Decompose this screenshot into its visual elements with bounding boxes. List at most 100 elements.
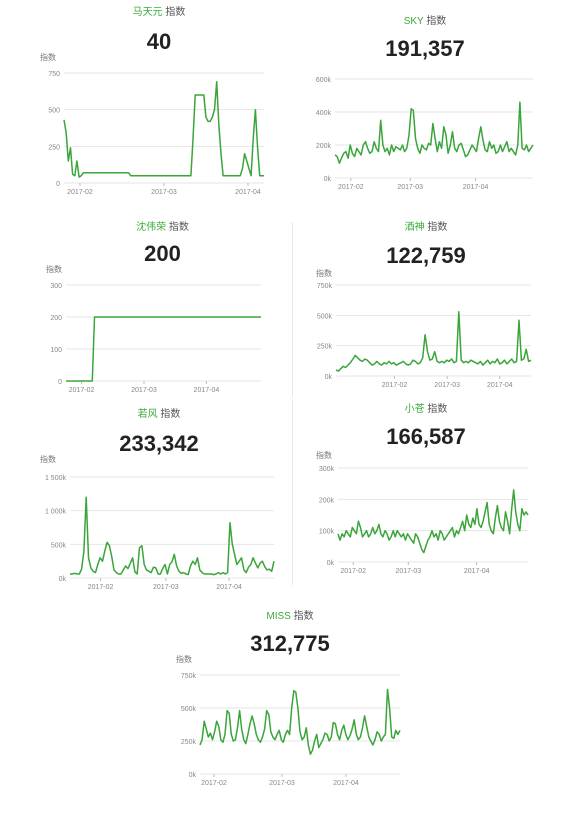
y-tick-label: 1 500k [45,475,67,482]
x-tick-label: 2017-03 [151,189,177,196]
chart-panel-miss: MISS 指数 312,775 指数 0k 250k 500k 750k 2017-02… [170,602,410,802]
x-tick-label: 2017-03 [153,584,179,591]
y-tick-label: 200 [50,315,62,322]
y-axis-label: 指数 [40,455,56,464]
player-name: MISS [266,611,291,622]
index-label: 指数 [427,404,448,415]
chart-panel-ruofeng: 若风 指数 233,342 指数 0k 500k 1 000k 1 500k 2017-… [34,402,284,597]
y-tick-label: 100 [50,347,62,354]
y-axis-label: 指数 [176,655,192,664]
y-tick-label: 250k [317,344,333,351]
chart-panel-ma-tianyuan: 马天元 指数 40 指数 0 250 500 750 2017-02 2017-03 201… [34,0,284,205]
y-axis-label: 指数 [316,451,332,460]
y-tick-label: 300k [319,466,335,473]
player-name: 小苍 [404,404,425,415]
player-name: SKY [403,16,424,27]
y-tick-label: 200k [316,143,332,150]
index-value: 40 [146,29,172,54]
y-tick-label: 600k [316,77,332,84]
panel-title: 马天元 指数 [34,7,284,19]
chart-panel-shen-weirong: 沈伟荣 指数 200 指数 0 100 200 300 2017-02 2017-03 20… [40,217,285,402]
y-tick-label: 100k [319,529,335,536]
y-axis-label: 指数 [46,265,62,274]
index-label: 指数 [427,222,448,233]
y-tick-label: 0k [324,176,332,183]
divider-vertical-mid [292,400,293,585]
line-chart: 0k 200k 400k 600k 2017-02 2017-03 2017-04 [316,77,534,191]
chart-panel-xiaocang: 小苍 指数 166,587 指数 0k 100k 200k 300k 2017-02 20… [310,398,542,588]
x-tick-label: 2017-03 [397,184,423,191]
series-line [70,496,275,576]
x-tick-label: 2017-02 [88,584,114,591]
y-tick-label: 500k [317,313,333,320]
line-chart: 0 100 200 300 2017-02 2017-03 2017-04 [50,283,261,394]
x-tick-label: 2017-02 [201,780,227,787]
x-tick-label: 2017-03 [131,387,157,394]
y-tick-label: 0k [327,560,335,567]
index-label: 指数 [165,7,186,18]
index-label: 指数 [160,409,181,420]
y-tick-label: 0 [58,379,62,386]
x-tick-label: 2017-02 [338,184,364,191]
x-tick-label: 2017-03 [395,568,421,575]
series-line [337,489,529,554]
panel-title: 沈伟荣 指数 [40,222,285,234]
y-tick-label: 0k [189,772,197,779]
index-value: 312,775 [250,631,330,656]
series-line [334,101,534,164]
y-tick-label: 250k [181,739,197,746]
line-chart: 0 250 500 750 2017-02 2017-03 2017-04 [48,71,264,196]
y-tick-label: 750 [48,71,60,78]
y-tick-label: 0 [56,181,60,188]
x-tick-label: 2017-04 [464,568,490,575]
line-chart: 0k 250k 500k 750k 2017-02 2017-03 2017-04 [317,283,532,389]
y-tick-label: 200k [319,497,335,504]
x-tick-label: 2017-04 [487,382,513,389]
y-tick-label: 750k [181,673,197,680]
panel-title: 若风 指数 [34,409,284,421]
player-name: 沈伟荣 [136,222,167,233]
index-label: 指数 [426,16,447,27]
player-name: 若风 [137,409,158,420]
y-axis-label: 指数 [40,53,56,62]
y-tick-label: 1 000k [45,509,67,516]
chart-panel-jiushen: 酒神 指数 122,759 指数 0k 250k 500k 750k 2017-02 20… [310,217,542,402]
x-tick-label: 2017-03 [434,382,460,389]
index-value: 233,342 [119,431,199,456]
y-axis-label: 指数 [316,269,332,278]
index-label: 指数 [168,222,189,233]
player-name: 酒神 [404,222,425,233]
index-value: 191,357 [385,36,465,61]
index-value: 200 [144,241,181,266]
index-value: 122,759 [386,243,466,268]
y-tick-label: 250 [48,144,60,151]
x-tick-label: 2017-02 [382,382,408,389]
x-tick-label: 2017-02 [340,568,366,575]
y-tick-label: 500 [48,108,60,115]
panel-title: MISS 指数 [170,611,410,623]
y-tick-label: 400k [316,110,332,117]
panel-title: 酒神 指数 [310,222,542,234]
y-tick-label: 500k [51,542,67,549]
series-line [66,316,261,382]
series-line [63,81,264,178]
x-tick-label: 2017-04 [333,780,359,787]
y-tick-label: 750k [317,283,333,290]
player-name: 马天元 [132,7,163,18]
line-chart: 0k 100k 200k 300k 2017-02 2017-03 2017-04 [319,466,529,575]
chart-panel-sky: SKY 指数 191,357 0k 200k 400k 600k 2017-02 2017… [305,12,545,205]
panel-title: 小苍 指数 [310,404,542,416]
x-tick-label: 2017-02 [67,189,93,196]
line-chart: 0k 250k 500k 750k 2017-02 2017-03 2017-04 [181,673,401,787]
panel-title: SKY 指数 [305,16,545,28]
index-label: 指数 [293,611,314,622]
x-tick-label: 2017-04 [235,189,261,196]
index-value: 166,587 [386,424,466,449]
series-line [335,310,532,372]
x-tick-label: 2017-04 [194,387,220,394]
y-tick-label: 0k [59,576,67,583]
divider-vertical-top [292,222,293,397]
y-tick-label: 500k [181,706,197,713]
y-tick-label: 0k [325,374,333,381]
x-tick-label: 2017-04 [216,584,242,591]
